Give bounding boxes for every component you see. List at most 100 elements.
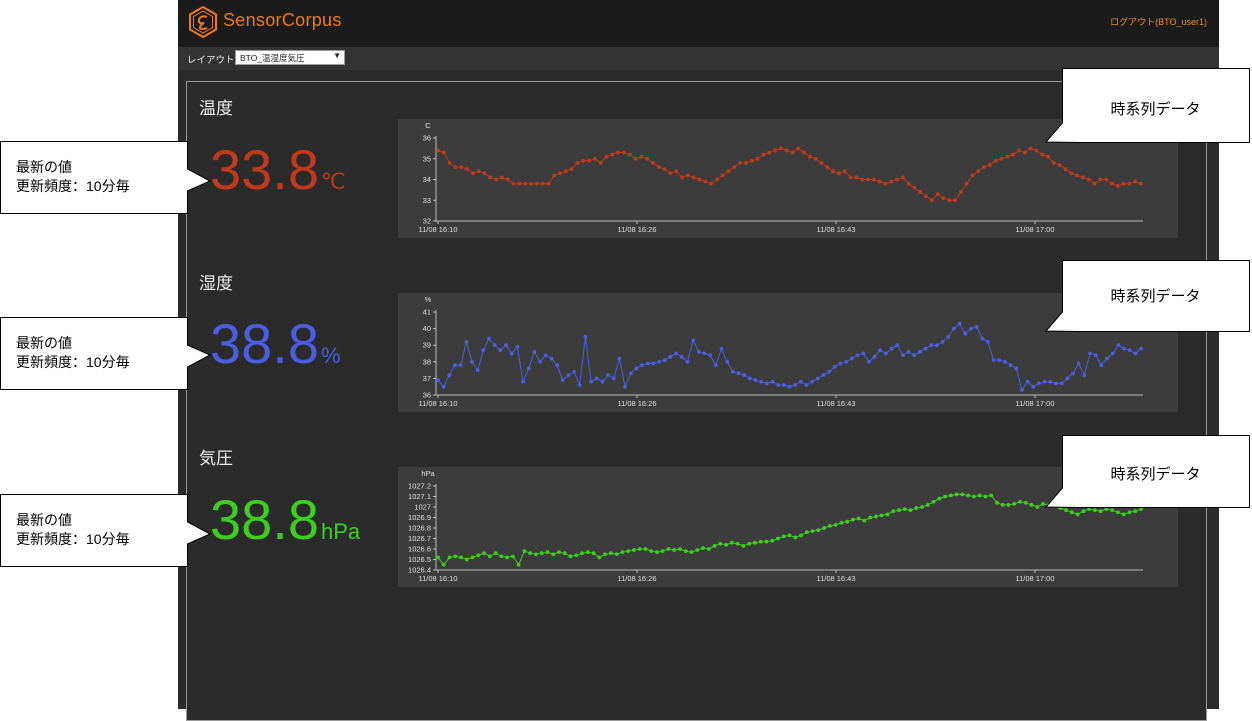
data-point	[781, 383, 786, 387]
data-point	[1093, 353, 1098, 358]
data-point	[1023, 500, 1028, 505]
callout-shape	[1044, 260, 1250, 332]
data-point	[509, 351, 514, 356]
pressure-chart: hPa 1026.4 1026.5 1026.6 1026.7 1026.8 1026.9 1…	[398, 467, 1178, 587]
data-point	[920, 505, 924, 509]
data-point	[470, 359, 474, 364]
data-point	[626, 549, 631, 553]
data-point	[776, 383, 781, 387]
data-point	[632, 548, 636, 552]
data-point	[929, 198, 934, 203]
y-axis-unit-label: C	[425, 121, 431, 130]
data-point	[940, 339, 945, 344]
y-tick-label: 40	[423, 324, 431, 333]
data-point	[787, 533, 792, 538]
data-point	[1046, 154, 1050, 159]
data-point	[957, 321, 962, 326]
data-point	[562, 551, 567, 556]
data-point	[1099, 363, 1104, 368]
data-point	[1127, 181, 1132, 186]
y-axis-unit-label: hPa	[421, 469, 435, 478]
data-point	[997, 358, 1002, 363]
data-point	[1092, 181, 1097, 186]
data-point	[651, 361, 656, 366]
data-point	[614, 552, 619, 557]
data-point	[539, 551, 544, 556]
data-point	[464, 557, 469, 562]
data-point	[1081, 175, 1085, 180]
data-point	[866, 177, 870, 182]
data-point	[574, 553, 579, 558]
data-point	[566, 373, 571, 377]
humidity-number: 38.8	[210, 312, 319, 375]
humidity-value: 38.8%	[210, 316, 341, 384]
data-point	[1110, 508, 1115, 513]
data-point	[666, 547, 671, 551]
data-point	[974, 325, 979, 329]
data-point	[689, 550, 694, 555]
data-point	[989, 493, 994, 498]
data-point	[1069, 171, 1074, 176]
data-point	[637, 547, 642, 551]
logout-link[interactable]: ログアウト(BTO_user1)	[1110, 17, 1207, 27]
data-point	[793, 383, 798, 387]
data-point	[980, 336, 985, 341]
data-point	[1031, 384, 1036, 389]
data-point	[953, 198, 957, 203]
data-point	[958, 190, 963, 194]
pressure-chart-svg: hPa1026.41026.51026.61026.71026.81026.91…	[408, 469, 1143, 583]
data-point	[459, 555, 463, 560]
data-point	[1087, 507, 1092, 511]
data-point	[952, 326, 956, 331]
data-point	[1029, 503, 1034, 507]
data-point	[902, 507, 907, 511]
data-point	[866, 359, 871, 364]
callout-text: 時系列データ	[1110, 466, 1201, 483]
data-point	[709, 181, 713, 186]
data-point	[895, 177, 899, 182]
data-point	[453, 363, 457, 368]
data-point	[649, 549, 654, 553]
data-point	[551, 552, 556, 557]
data-point	[668, 171, 673, 176]
data-point	[868, 515, 873, 520]
pressure-title: 気圧	[199, 449, 233, 468]
data-point	[1076, 361, 1081, 366]
data-point	[1116, 343, 1121, 348]
data-point	[522, 549, 527, 553]
y-axis-unit-label: %	[425, 295, 432, 304]
y-tick-label: 1027.2	[408, 482, 431, 491]
dropdown-arrow-icon: ▼	[333, 51, 341, 60]
data-point	[912, 353, 917, 358]
data-point	[504, 343, 508, 348]
data-point	[929, 343, 934, 348]
data-point	[720, 173, 725, 178]
x-tick-label: 11/08 16:10	[418, 399, 457, 408]
data-point	[798, 379, 803, 384]
data-point	[475, 368, 480, 372]
data-point	[617, 356, 622, 361]
data-point	[969, 326, 973, 331]
data-point	[583, 335, 588, 339]
data-point	[492, 343, 497, 348]
data-point	[784, 148, 789, 153]
data-point	[796, 146, 801, 151]
sensorcorpus-logo-icon	[189, 6, 217, 38]
callout-shape	[0, 317, 212, 390]
pressure-unit: hPa	[321, 519, 361, 544]
data-point	[764, 381, 769, 386]
data-point	[597, 555, 602, 560]
data-point	[643, 547, 648, 551]
data-point	[1133, 509, 1138, 514]
data-point	[560, 378, 565, 382]
data-point	[946, 335, 951, 339]
data-point	[608, 551, 613, 556]
data-point	[436, 148, 440, 153]
data-point	[545, 550, 550, 555]
layout-select[interactable]: BTO_温湿度気圧 ▼	[235, 50, 345, 65]
data-point	[778, 146, 783, 151]
data-point	[878, 348, 883, 353]
data-point	[459, 165, 464, 169]
data-point	[832, 364, 837, 369]
data-point	[585, 550, 590, 555]
